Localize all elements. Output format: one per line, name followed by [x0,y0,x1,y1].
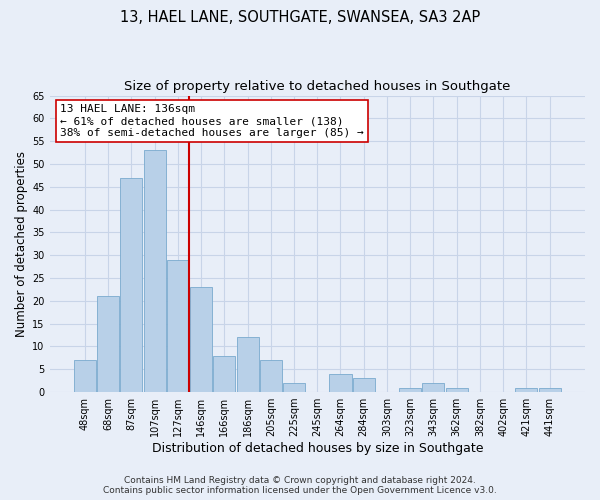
Bar [260,360,282,392]
Bar [399,388,421,392]
Bar [213,356,235,392]
Y-axis label: Number of detached properties: Number of detached properties [15,151,28,337]
Bar [353,378,375,392]
Bar [167,260,189,392]
Bar [143,150,166,392]
Bar [121,178,142,392]
Bar [190,287,212,392]
Text: Contains HM Land Registry data © Crown copyright and database right 2024.
Contai: Contains HM Land Registry data © Crown c… [103,476,497,495]
Bar [283,383,305,392]
Text: 13 HAEL LANE: 136sqm
← 61% of detached houses are smaller (138)
38% of semi-deta: 13 HAEL LANE: 136sqm ← 61% of detached h… [60,104,364,138]
Bar [515,388,538,392]
Bar [446,388,468,392]
Bar [539,388,560,392]
Text: 13, HAEL LANE, SOUTHGATE, SWANSEA, SA3 2AP: 13, HAEL LANE, SOUTHGATE, SWANSEA, SA3 2… [120,10,480,25]
Bar [97,296,119,392]
Bar [74,360,96,392]
X-axis label: Distribution of detached houses by size in Southgate: Distribution of detached houses by size … [152,442,483,455]
Title: Size of property relative to detached houses in Southgate: Size of property relative to detached ho… [124,80,511,93]
Bar [236,338,259,392]
Bar [422,383,445,392]
Bar [329,374,352,392]
